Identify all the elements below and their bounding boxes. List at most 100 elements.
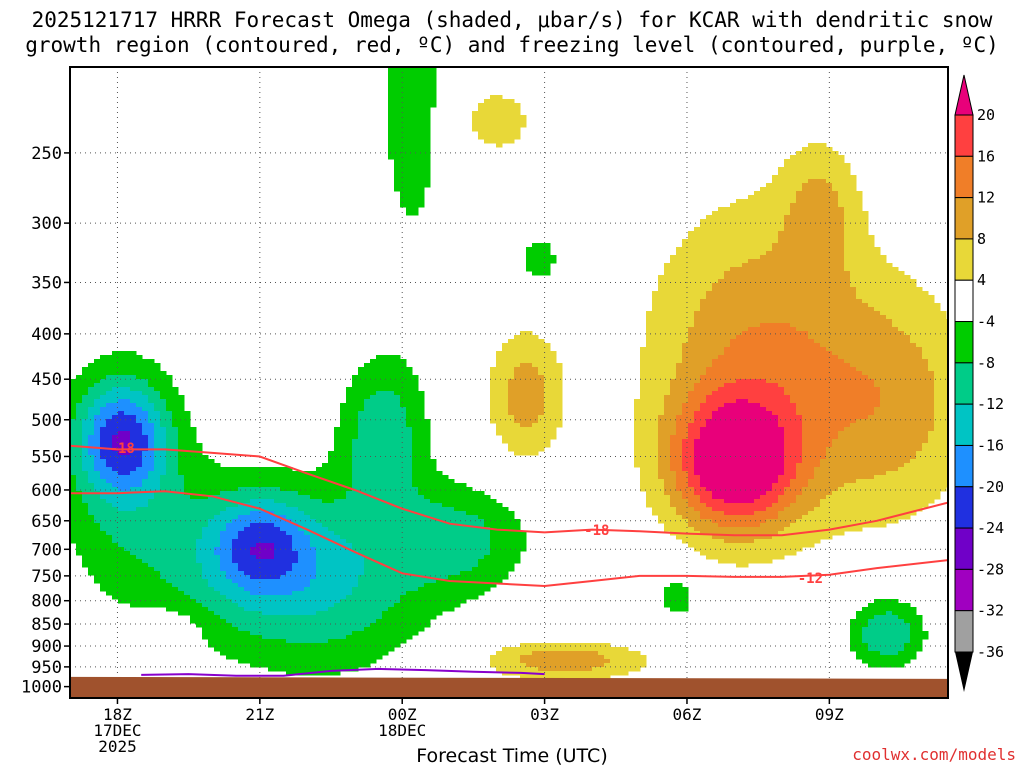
omega-cell — [436, 535, 443, 540]
omega-cell — [136, 503, 143, 508]
omega-cell — [460, 567, 467, 572]
omega-cell — [412, 479, 419, 484]
omega-cell — [328, 627, 335, 632]
omega-cell — [664, 371, 671, 376]
omega-cell — [202, 563, 209, 568]
omega-cell — [76, 431, 83, 436]
omega-cell — [250, 647, 257, 652]
omega-cell — [220, 643, 227, 648]
omega-cell — [652, 479, 659, 484]
omega-cell — [538, 399, 545, 404]
omega-cell — [340, 623, 347, 628]
omega-cell — [208, 567, 215, 572]
omega-cell — [436, 563, 443, 568]
omega-cell — [352, 603, 359, 608]
omega-cell — [550, 643, 557, 648]
omega-cell — [112, 523, 119, 528]
omega-cell — [172, 571, 179, 576]
omega-cell — [340, 443, 347, 448]
omega-cell — [130, 515, 137, 520]
omega-cell — [196, 543, 203, 548]
omega-cell — [250, 619, 257, 624]
omega-cell — [514, 651, 521, 656]
omega-cell — [328, 671, 335, 676]
omega-cell — [130, 483, 137, 488]
omega-cell — [136, 595, 143, 600]
omega-cell — [664, 411, 671, 416]
omega-cell — [478, 535, 485, 540]
omega-cell — [304, 483, 311, 488]
omega-cell — [394, 363, 401, 368]
omega-cell — [490, 503, 497, 508]
omega-cell — [544, 407, 551, 412]
omega-cell — [394, 559, 401, 564]
omega-cell — [532, 335, 539, 340]
omega-cell — [658, 351, 665, 356]
omega-cell — [256, 479, 263, 484]
omega-cell — [340, 531, 347, 536]
omega-cell — [538, 243, 545, 248]
omega-cell — [370, 563, 377, 568]
omega-cell — [352, 403, 359, 408]
omega-cell — [166, 603, 173, 608]
omega-cell — [502, 531, 509, 536]
omega-cell — [382, 423, 389, 428]
omega-cell — [88, 527, 95, 532]
omega-cell — [184, 575, 191, 580]
omega-cell — [568, 655, 575, 660]
omega-cell — [118, 379, 125, 384]
omega-cell — [88, 463, 95, 468]
omega-cell — [400, 611, 407, 616]
omega-cell — [340, 439, 347, 444]
omega-cell — [112, 555, 119, 560]
omega-cell — [130, 599, 137, 604]
omega-cell — [550, 651, 557, 656]
omega-cell — [220, 615, 227, 620]
omega-cell — [310, 607, 317, 612]
omega-cell — [286, 615, 293, 620]
omega-cell — [166, 543, 173, 548]
omega-cell — [646, 343, 653, 348]
omega-cell — [424, 103, 431, 108]
omega-cell — [316, 471, 323, 476]
omega-cell — [268, 599, 275, 604]
omega-cell — [352, 663, 359, 668]
omega-cell — [214, 615, 221, 620]
omega-cell — [508, 543, 515, 548]
omega-cell — [340, 635, 347, 640]
omega-cell — [82, 383, 89, 388]
omega-cell — [610, 667, 617, 672]
omega-cell — [316, 579, 323, 584]
omega-cell — [238, 495, 245, 500]
omega-cell — [394, 571, 401, 576]
omega-cell — [652, 443, 659, 448]
omega-cell — [298, 567, 305, 572]
omega-cell — [256, 511, 263, 516]
omega-cell — [394, 455, 401, 460]
omega-cell — [304, 543, 311, 548]
omega-cell — [196, 451, 203, 456]
omega-cell — [106, 543, 113, 548]
omega-cell — [364, 647, 371, 652]
omega-cell — [280, 475, 287, 480]
omega-cell — [172, 595, 179, 600]
omega-cell — [346, 623, 353, 628]
omega-cell — [316, 519, 323, 524]
omega-cell — [430, 615, 437, 620]
omega-cell — [172, 555, 179, 560]
omega-cell — [190, 539, 197, 544]
omega-cell — [100, 539, 107, 544]
omega-cell — [628, 663, 635, 668]
omega-cell — [160, 515, 167, 520]
omega-cell — [238, 471, 245, 476]
omega-cell — [376, 631, 383, 636]
omega-cell — [304, 535, 311, 540]
omega-cell — [604, 651, 611, 656]
omega-cell — [298, 539, 305, 544]
omega-cell — [244, 523, 251, 528]
omega-cell — [154, 539, 161, 544]
omega-cell — [208, 583, 215, 588]
omega-cell — [448, 599, 455, 604]
omega-cell — [406, 523, 413, 528]
omega-cell — [340, 607, 347, 612]
